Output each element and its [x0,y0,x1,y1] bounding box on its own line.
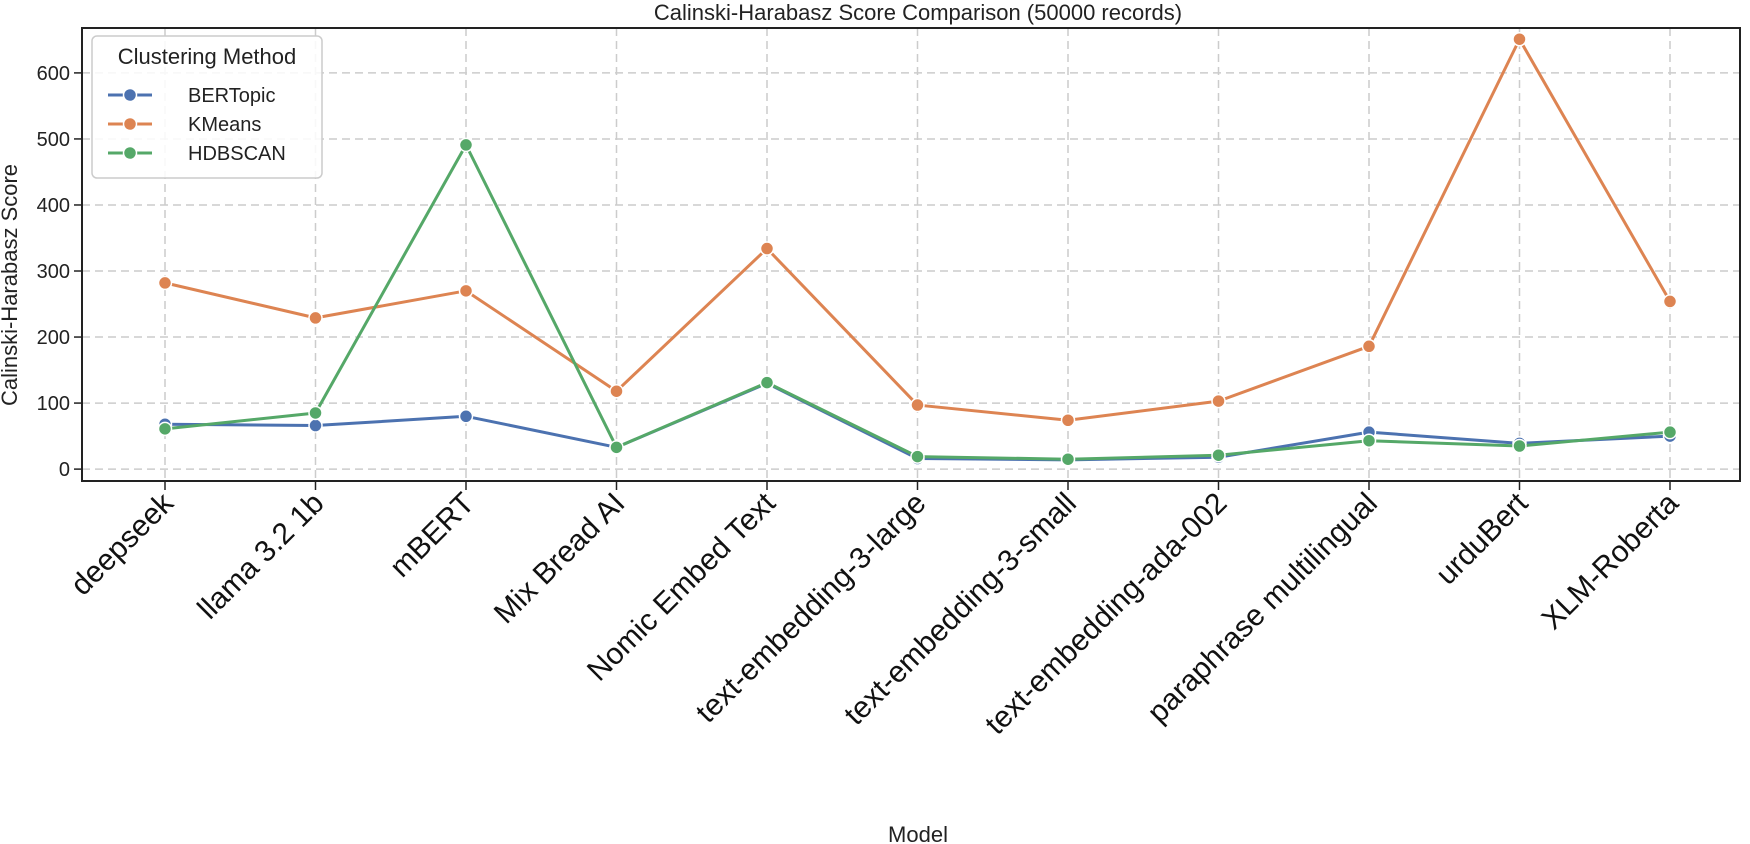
grid [82,28,1740,481]
y-axis-label: Calinski-Harabasz Score [0,164,22,406]
data-point [1361,339,1377,354]
x-tick-label: urduBert [1430,486,1535,591]
legend-label: HDBSCAN [188,143,286,165]
x-tick-label: XLM-Roberta [1535,486,1685,636]
data-point [910,397,925,413]
series-hdbscan [157,137,1678,467]
data-point [157,421,173,437]
data-point [1662,294,1678,309]
data-point [458,409,474,424]
y-tick-label: 300 [37,261,70,283]
legend-box [91,35,323,179]
data-point [759,375,775,390]
data-point [609,383,624,399]
y-axis: 0 100 200 300 400 500 600 [37,63,82,481]
y-tick-label: 400 [37,195,70,217]
data-point [458,283,474,299]
y-tick-label: 0 [59,459,70,481]
legend-marker [122,87,138,103]
data-point [910,449,925,464]
data-point [609,440,624,455]
series-kmeans [157,31,1678,428]
legend-item-kmeans: KMeans [108,114,261,136]
data-point [759,241,775,256]
legend-marker [122,145,138,161]
data-point [157,275,173,291]
plot-frame [81,27,1741,482]
legend-label: BERTopic [188,85,275,107]
legend-marker [122,116,138,132]
data-point [1211,447,1226,463]
x-tick-label: Mix Bread AI [488,487,632,631]
data-point [1361,433,1377,448]
data-point [308,310,323,326]
plot-series [157,31,1678,468]
data-point [458,137,474,153]
data-point [1512,438,1527,454]
chart-title: Calinski-Harabasz Score Comparison (5000… [654,0,1182,25]
data-point [1060,412,1076,428]
data-point [1662,424,1678,440]
data-point [308,418,323,433]
legend-label: KMeans [188,114,261,136]
y-tick-label: 200 [37,327,70,349]
legend-item-hdbscan: HDBSCAN [108,143,286,165]
x-axis: deepseek llama 3.2 1b mBERT Mix Bread AINom… [65,481,1685,741]
data-point [1512,31,1527,47]
x-tick-label: deepseek [65,486,181,602]
legend-items: BERTopic KMeans HDBSCAN [108,85,286,165]
legend-title: Clustering Method [118,44,297,69]
x-tick-label: text-embedding-ada-002 [979,487,1233,741]
data-point [1060,451,1076,467]
x-tick-label: mBERT [384,487,481,584]
x-tick-label: llama 3.2 1b [192,487,331,626]
data-point [1211,393,1226,409]
y-tick-label: 600 [37,63,70,85]
y-tick-label: 500 [37,129,70,151]
data-point [308,405,323,421]
y-tick-label: 100 [37,393,70,415]
x-axis-label: Model [888,822,948,844]
legend: Clustering Method BERTopic KMeans HDBSCAN [91,35,323,179]
legend-item-bertopic: BERTopic [108,85,275,107]
